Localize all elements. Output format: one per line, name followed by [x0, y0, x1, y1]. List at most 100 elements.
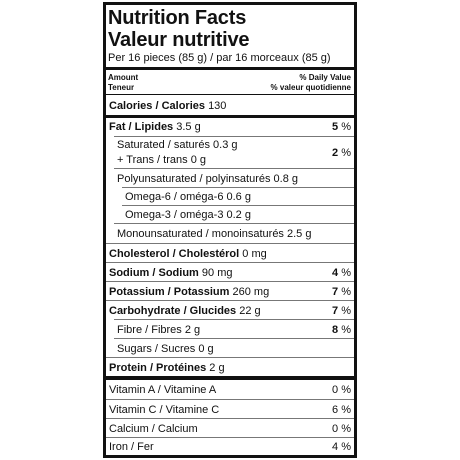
nutrient-label: Omega-3 / oméga-3	[125, 209, 224, 221]
daily-value: 2 %	[332, 147, 351, 159]
dv-unit: %	[341, 121, 351, 133]
daily-value: 6 %	[332, 404, 351, 416]
vitamin-row: Vitamin A / Vitamine A 0 %	[106, 380, 354, 399]
thick-rule	[106, 115, 354, 118]
row-line: Sodium / Sodium 90 mg 4 %	[106, 263, 351, 282]
nutrient-label: + Trans / trans	[117, 154, 188, 166]
row-line: Vitamin A / Vitamine A 0 %	[106, 380, 351, 399]
nutrient-label: Sodium / Sodium	[109, 266, 199, 279]
nutrient-row: Fibre / Fibres 2 g 8 %	[114, 319, 354, 339]
row-line: Omega-3 / oméga-3 0.2 g	[122, 206, 351, 224]
dv-unit: %	[341, 323, 351, 336]
dv-number: 0	[332, 383, 339, 396]
row-line: + Trans / trans 0 g	[114, 152, 351, 168]
daily-value: 4 %	[332, 267, 351, 279]
vitamin-row: Vitamin C / Vitamine C 6 %	[106, 399, 354, 419]
nutrient-label: Omega-6 / oméga-6	[125, 191, 224, 203]
title-fr: Valeur nutritive	[108, 29, 250, 51]
vitamin-label: Calcium / Calcium	[109, 422, 198, 435]
nutrient-row: Monounsaturated / monoinsaturés 2.5 g	[114, 223, 354, 244]
nutrient-amount: 3.5 g	[176, 121, 201, 133]
nutrient-amount: 0 g	[198, 342, 214, 355]
nutrient-amount: 0 g	[190, 154, 206, 166]
nutrient-label: Sugars / Sucres	[117, 342, 196, 355]
daily-value: 7 %	[332, 305, 351, 317]
daily-value: 0 %	[332, 384, 351, 396]
vitamin-row: Calcium / Calcium 0 %	[106, 418, 354, 438]
nutrient-row: Potassium / Potassium 260 mg 7 %	[106, 281, 354, 301]
vitamin-label: Iron / Fer	[109, 441, 154, 453]
daily-value: 7 %	[332, 286, 351, 298]
dv-number: 4	[332, 266, 339, 279]
nutrient-label: Saturated / saturés	[117, 139, 210, 151]
daily-value: 4 %	[332, 441, 351, 453]
nutrient-label: Cholesterol / Cholestérol	[109, 247, 240, 260]
row-line: Sugars / Sucres 0 g	[114, 339, 351, 358]
row-line: Cholesterol / Cholestérol 0 mg	[106, 244, 351, 263]
row-line: Calories / Calories 130	[106, 96, 351, 115]
nutrient-label: Fibre / Fibres	[117, 323, 182, 336]
nutrient-amount: 0.8 g	[273, 172, 299, 185]
dv-number: 7	[332, 285, 339, 298]
thick-rule	[106, 376, 354, 380]
vitamin-label: Vitamin A / Vitamine A	[109, 383, 217, 396]
nutrient-label: Potassium / Potassium	[109, 285, 230, 298]
daily-value: 0 %	[332, 423, 351, 435]
dv-unit: %	[341, 147, 351, 159]
dv-number: 4	[332, 441, 339, 453]
nutrient-amount: 0.6 g	[226, 191, 251, 203]
serving: Per 16 pieces (85 g) / par 16 morceaux (…	[108, 52, 331, 64]
nutrient-row: Sodium / Sodium 90 mg 4 %	[106, 262, 354, 282]
nutrient-label: Polyunsaturated / polyinsaturés	[117, 172, 271, 185]
row-line: Fibre / Fibres 2 g 8 %	[114, 320, 351, 339]
nutrient-row: Sugars / Sucres 0 g	[114, 338, 354, 358]
dv-unit: %	[341, 383, 351, 396]
amount-head-fr: Teneur	[108, 83, 135, 92]
nutrition-label: Nutrition Facts Valeur nutritive Per 16 …	[103, 2, 357, 458]
row-line: Protein / Protéines 2 g	[106, 358, 351, 377]
row-line: Potassium / Potassium 260 mg 7 %	[106, 282, 351, 301]
nutrient-label: Monounsaturated / monoinsaturés	[117, 228, 284, 240]
daily-value: 8 %	[332, 324, 351, 336]
nutrient-amount: 0 mg	[242, 247, 267, 260]
nutrient-row: Protein / Protéines 2 g	[106, 357, 354, 377]
nutrient-label: Fat / Lipides	[109, 121, 174, 133]
nutrient-amount: 0.3 g	[213, 139, 238, 151]
nutrient-row: Saturated / saturés 0.3 g + Trans / trans…	[114, 136, 354, 169]
row-line: Omega-6 / oméga-6 0.6 g	[122, 188, 351, 206]
dv-unit: %	[341, 304, 351, 317]
nutrient-row: Omega-3 / oméga-3 0.2 g	[122, 205, 354, 224]
dv-unit: %	[341, 422, 351, 435]
dv-number: 0	[332, 422, 339, 435]
nutrient-amount: 90 mg	[201, 266, 233, 279]
dv-number: 2	[332, 147, 339, 159]
row-line: Iron / Fer 4 %	[106, 438, 351, 456]
nutrient-amount: 130	[208, 99, 227, 112]
nutrient-row: Omega-6 / oméga-6 0.6 g	[122, 187, 354, 206]
nutrient-row: Fat / Lipides 3.5 g 5 %	[106, 118, 354, 136]
dv-number: 6	[332, 403, 339, 416]
nutrient-label: Protein / Protéines	[109, 361, 207, 374]
vitamin-row: Iron / Fer 4 %	[106, 437, 354, 456]
dv-number: 5	[332, 121, 339, 133]
dv-unit: %	[341, 441, 351, 453]
row-line: Carbohydrate / Glucides 22 g 7 %	[106, 301, 351, 320]
dv-number: 7	[332, 304, 339, 317]
nutrient-label: Carbohydrate / Glucides	[109, 304, 237, 317]
row-line: Polyunsaturated / polyinsaturés 0.8 g	[114, 169, 351, 188]
dv-head: % Daily Value	[299, 73, 351, 82]
row-line: Vitamin C / Vitamine C 6 %	[106, 400, 351, 419]
dv-number: 8	[332, 323, 339, 336]
nutrient-row: Polyunsaturated / polyinsaturés 0.8 g	[114, 168, 354, 188]
row-line: Calcium / Calcium 0 %	[106, 419, 351, 438]
nutrient-amount: 22 g	[239, 304, 261, 317]
row-line: 2 %	[114, 137, 351, 169]
nutrient-label: Calories / Calories	[109, 99, 205, 112]
thick-rule	[106, 67, 354, 70]
nutrient-row: Cholesterol / Cholestérol 0 mg	[106, 243, 354, 263]
nutrient-amount: 2.5 g	[287, 228, 312, 240]
dv-head-fr: % valeur quotidienne	[270, 83, 351, 92]
nutrient-amount: 2 g	[209, 361, 225, 374]
title: Nutrition Facts	[108, 7, 247, 29]
